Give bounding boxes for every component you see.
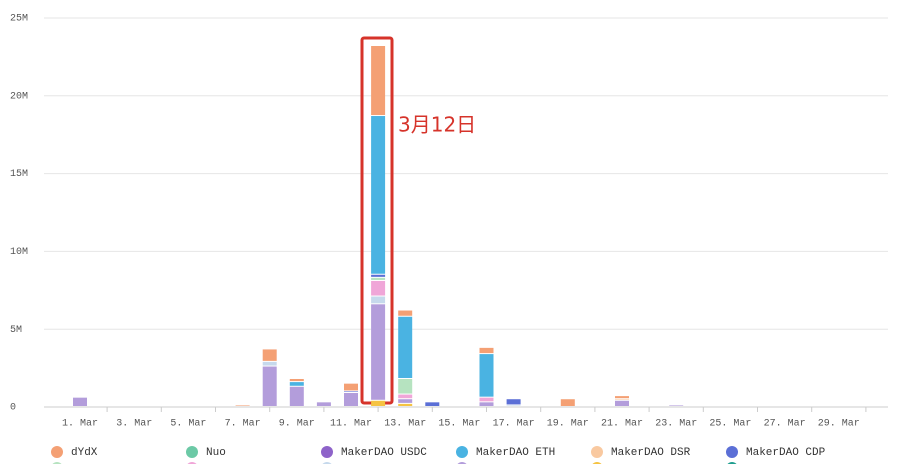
legend-label: MakerDAO CDP (746, 447, 826, 459)
y-tick-label: 20M (10, 91, 28, 102)
legend-label: MakerDAO ETH (476, 447, 555, 459)
y-tick-label: 5M (10, 325, 22, 336)
bar-segment (289, 382, 304, 386)
legend-marker (51, 446, 63, 458)
bar-segment (615, 396, 629, 399)
legend-label: MakerDAO USDC (341, 447, 427, 459)
bar-segment (262, 366, 277, 406)
bar-segment (615, 399, 629, 400)
bar-segment (371, 46, 386, 116)
bar-segment (398, 310, 413, 316)
bar-segment (235, 405, 250, 406)
bar-segment (425, 402, 440, 406)
bar-segment (344, 391, 358, 392)
y-tick-label: 25M (10, 14, 28, 25)
legend-marker (321, 446, 333, 458)
x-tick-label: 27. Mar (764, 419, 806, 430)
bar-segment (289, 378, 304, 382)
bar-segment (371, 277, 386, 280)
bar-segment (398, 378, 413, 394)
y-tick-label: 10M (10, 247, 28, 258)
bar-segment (506, 405, 521, 406)
bar-segment (479, 354, 494, 397)
bar-segment (344, 383, 358, 391)
bar-segment (398, 399, 413, 403)
bar-segment (371, 274, 386, 277)
x-tick-label: 1. Mar (62, 419, 98, 430)
bar-segment (262, 349, 277, 361)
x-tick-label: 11. Mar (330, 419, 372, 430)
x-tick-label: 9. Mar (279, 419, 315, 430)
x-tick-label: 19. Mar (547, 419, 589, 430)
bar-segment (262, 361, 277, 366)
x-tick-label: 21. Mar (601, 419, 643, 430)
bar-segment (73, 397, 87, 406)
bar-segment (479, 347, 494, 354)
legend-label: MakerDAO DSR (611, 447, 691, 459)
legend-label: dYdX (71, 447, 98, 459)
bar-segment (371, 304, 386, 400)
bar-segment (479, 397, 494, 402)
y-tick-label: 0 (10, 403, 16, 414)
bar-segment (398, 403, 413, 406)
legend-marker (591, 446, 603, 458)
bar-segment (344, 392, 358, 406)
legend-marker (456, 446, 468, 458)
x-tick-label: 23. Mar (655, 419, 697, 430)
bar-segment (316, 402, 331, 406)
bar-segment (398, 316, 413, 378)
bar-segment (669, 405, 684, 406)
x-tick-label: 5. Mar (170, 419, 206, 430)
annotation: 3月12日 (398, 113, 476, 137)
legend-marker (186, 446, 198, 458)
x-tick-label: 25. Mar (709, 419, 751, 430)
y-tick-label: 15M (10, 169, 28, 180)
bar-segment (615, 400, 629, 406)
bar-segment (398, 394, 413, 399)
x-tick-label: 7. Mar (225, 419, 261, 430)
bar-segment (479, 402, 494, 406)
bar-segment (371, 116, 386, 274)
bar-segment (506, 399, 521, 405)
bar-segment (371, 400, 386, 406)
bar-segment (371, 280, 386, 296)
x-tick-label: 15. Mar (438, 419, 480, 430)
legend-marker (726, 446, 738, 458)
x-tick-label: 3. Mar (116, 419, 152, 430)
bar-segment (560, 399, 575, 406)
x-tick-label: 17. Mar (493, 419, 535, 430)
legend-label: Nuo (206, 447, 226, 459)
x-tick-label: 29. Mar (818, 419, 860, 430)
bar-segment (371, 296, 386, 304)
x-tick-label: 13. Mar (384, 419, 426, 430)
bar-segment (289, 386, 304, 406)
